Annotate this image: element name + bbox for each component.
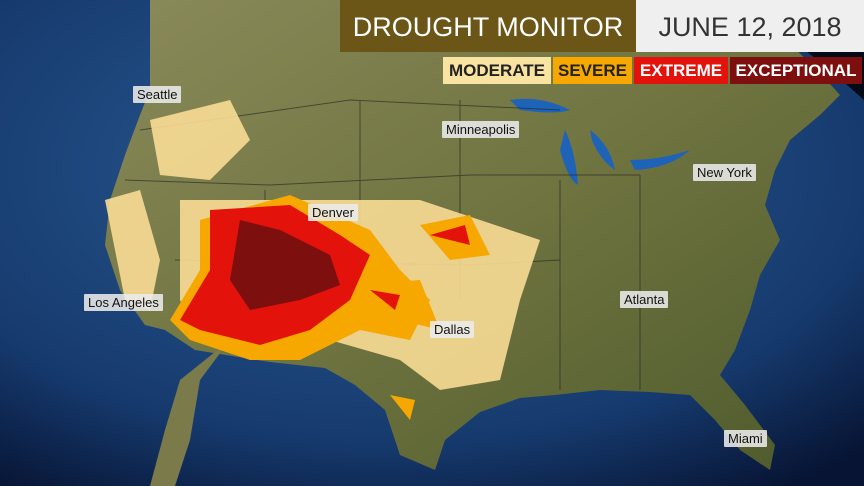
- legend-item: EXTREME: [634, 57, 728, 84]
- title: DROUGHT MONITOR: [340, 0, 636, 52]
- city-label: Miami: [724, 430, 767, 447]
- city-label: Minneapolis: [442, 121, 520, 138]
- legend-item: MODERATE: [443, 57, 551, 84]
- date: JUNE 12, 2018: [636, 0, 864, 52]
- city-label: Denver: [308, 204, 358, 221]
- city-label: New York: [693, 164, 756, 181]
- legend-item: EXCEPTIONAL: [730, 57, 862, 84]
- legend-item: SEVERE: [553, 57, 632, 84]
- city-label: Seattle: [133, 86, 182, 103]
- city-label: Los Angeles: [84, 294, 163, 311]
- city-label: Dallas: [430, 321, 475, 338]
- city-label: Atlanta: [620, 291, 669, 308]
- drought-areas: [105, 100, 540, 420]
- baja: [150, 340, 230, 486]
- great-lakes: [510, 98, 690, 185]
